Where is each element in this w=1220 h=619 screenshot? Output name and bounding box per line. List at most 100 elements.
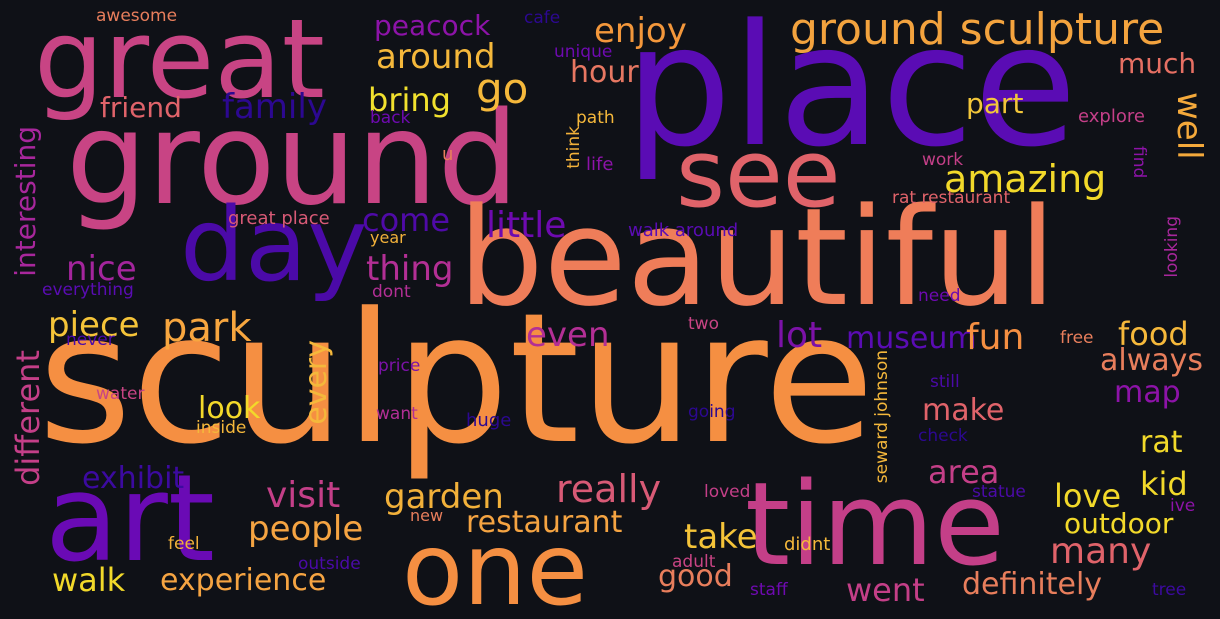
word: life (586, 154, 614, 175)
word: adult (672, 552, 716, 572)
word: interesting (9, 126, 42, 277)
word: ground (66, 85, 519, 234)
word: work (922, 150, 964, 170)
word: piece (48, 305, 140, 345)
word: water (96, 384, 145, 404)
word: even (526, 315, 610, 355)
word: park (162, 305, 252, 351)
word: nice (66, 249, 137, 289)
word: walk around (628, 220, 739, 241)
word: art (45, 450, 215, 589)
word: loved (704, 482, 751, 502)
word: outside (298, 554, 361, 574)
word: garden (384, 477, 504, 517)
word: restaurant (466, 505, 623, 540)
word: walk (52, 561, 126, 599)
word: bring (368, 81, 451, 119)
word: price (378, 356, 421, 376)
word: path (576, 108, 615, 128)
word: people (248, 509, 364, 549)
word: great (34, 0, 325, 123)
word: experience (160, 563, 327, 598)
word: looking (1162, 216, 1182, 278)
word: amazing (944, 157, 1107, 201)
word: lot (776, 315, 823, 356)
word: every (299, 340, 334, 425)
word: fun (966, 317, 1025, 358)
word: sculpture (38, 275, 875, 484)
word: unique (554, 42, 613, 62)
word: dont (372, 282, 411, 302)
word: two (688, 314, 719, 334)
word: outdoor (1064, 507, 1174, 540)
word: staff (750, 580, 788, 600)
word: map (1114, 375, 1181, 410)
word: exhibit (82, 461, 185, 496)
word: really (556, 467, 662, 511)
word: one (402, 511, 589, 619)
word: much (1118, 47, 1197, 80)
word: museum (846, 321, 977, 356)
word: make (922, 393, 1005, 428)
word: everything (42, 280, 134, 300)
word: little (486, 205, 567, 246)
word: cafe (524, 8, 561, 28)
word: find (1129, 146, 1149, 179)
word: free (1060, 328, 1094, 348)
word: definitely (962, 567, 1103, 602)
word: new (410, 506, 444, 525)
word: want (376, 404, 418, 424)
word: still (930, 372, 960, 392)
word: never (66, 330, 115, 350)
word: year (370, 228, 406, 247)
word: tree (1152, 580, 1187, 600)
word: explore (1078, 106, 1145, 127)
word: inside (196, 418, 247, 438)
word: going (688, 402, 736, 422)
word: u (442, 144, 454, 165)
word: family (222, 87, 327, 127)
word: around (376, 37, 496, 77)
word: kid (1140, 465, 1188, 503)
word: went (846, 571, 925, 609)
word: enjoy (594, 11, 687, 51)
word: seward johnson (872, 350, 892, 484)
word: part (966, 87, 1024, 120)
word: go (476, 64, 529, 113)
word: back (370, 108, 411, 128)
word: always (1100, 343, 1204, 378)
word: area (928, 453, 1000, 491)
word: time (745, 458, 1005, 592)
word: come (362, 201, 451, 239)
word: love (1054, 477, 1122, 515)
word: rat restaurant (892, 188, 1011, 208)
word: huge (466, 410, 512, 431)
word: awesome (96, 6, 178, 26)
word: need (918, 286, 961, 306)
word: friend (100, 91, 182, 124)
word: great place (228, 208, 330, 229)
word: visit (266, 475, 341, 516)
word: feel (168, 534, 200, 554)
word: beautiful (458, 179, 1057, 336)
word: place (625, 0, 1077, 184)
word: thing (366, 249, 454, 289)
word: didnt (784, 534, 831, 555)
word: check (918, 426, 968, 446)
word: many (1050, 531, 1152, 572)
word: different (9, 350, 47, 486)
word: ground sculpture (790, 4, 1165, 55)
word: well (1169, 92, 1209, 160)
word: take (684, 517, 758, 557)
word: statue (972, 482, 1026, 502)
word: good (658, 559, 733, 594)
word: peacock (374, 9, 491, 42)
word: ive (1170, 496, 1196, 516)
word: look (198, 391, 261, 426)
word: rat (1140, 425, 1183, 460)
word: hour (570, 55, 639, 90)
word: think (564, 126, 584, 169)
word: day (180, 186, 368, 305)
word: food (1118, 315, 1189, 353)
